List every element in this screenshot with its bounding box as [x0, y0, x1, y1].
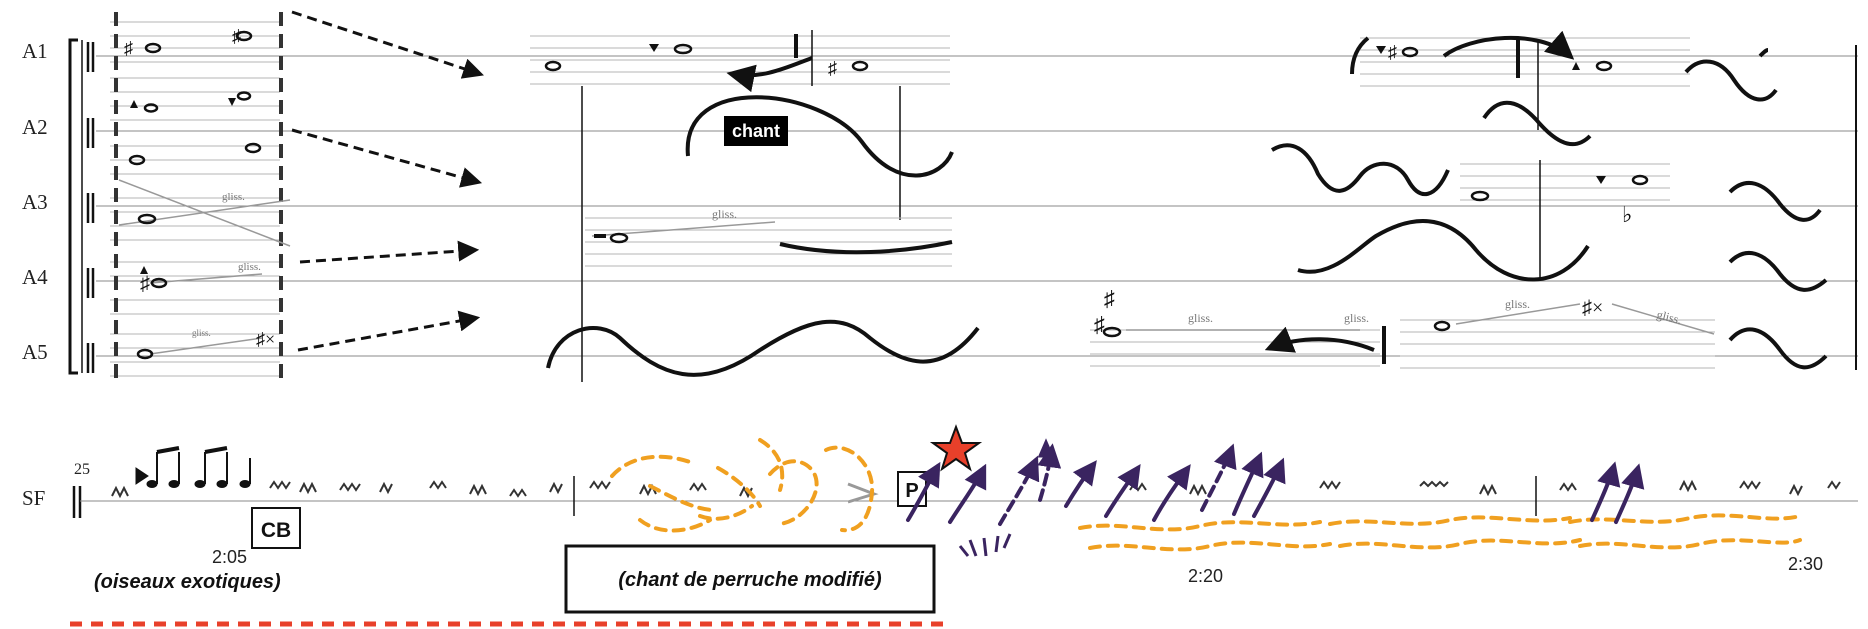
- orange-dashes: [610, 438, 1802, 552]
- svg-text:♯: ♯: [124, 38, 133, 58]
- gliss-label: gliss.: [712, 207, 737, 221]
- measure-number: 25: [74, 461, 90, 478]
- repeat-block: gliss. gliss. gliss. ♯ ♯ ♯ ♯×: [110, 12, 291, 382]
- svg-text:♯: ♯: [828, 58, 837, 78]
- hairpin: [847, 482, 879, 504]
- star-icon: [929, 424, 983, 472]
- right-waves: [1270, 48, 1828, 370]
- svg-text:♯: ♯: [1104, 286, 1115, 311]
- gliss-label: gliss.: [238, 261, 261, 273]
- a3-right-fragment: ♭: [1460, 160, 1670, 280]
- gliss-label: gliss.: [1344, 311, 1369, 325]
- dashed-arrows: [291, 10, 484, 352]
- rehearsal-mark-p: P: [897, 471, 927, 507]
- timestamp-205: 2:05: [212, 547, 247, 567]
- chant-label-box: chant: [724, 116, 788, 146]
- staff-label-a3: A3: [22, 190, 48, 214]
- chant-wave: [685, 95, 954, 178]
- svg-text:♯×: ♯×: [256, 329, 275, 349]
- staff-lines: [80, 55, 1858, 502]
- bird-notes: [135, 446, 251, 488]
- system-bracket: [68, 38, 83, 375]
- a1-fragment: ♯: [530, 30, 950, 93]
- a1-right-fragment: ♯: [1350, 30, 1690, 130]
- a5-right-fragment: ♯ ♯ gliss. gliss. gliss. ♯× gliss.: [1090, 286, 1715, 369]
- svg-text:♯: ♯: [1388, 42, 1397, 62]
- gliss-label: gliss.: [192, 328, 211, 338]
- chant-label: chant: [732, 121, 780, 141]
- gliss-label: gliss.: [1188, 311, 1213, 325]
- svg-text:♭: ♭: [1622, 202, 1632, 227]
- percussion-clef-group: [72, 42, 95, 518]
- svg-text:P: P: [905, 480, 918, 502]
- gliss-label: gliss.: [1655, 307, 1683, 327]
- a4-fragment: gliss.: [585, 207, 953, 267]
- svg-text:CB: CB: [261, 519, 291, 542]
- svg-text:♯×: ♯×: [1582, 297, 1603, 319]
- purple-marks: [958, 438, 1055, 557]
- gliss-label: gliss.: [222, 191, 245, 203]
- gliss-label: gliss.: [1505, 297, 1530, 311]
- staff-label-a5: A5: [22, 340, 48, 364]
- staff-label-sf: SF: [22, 486, 45, 510]
- svg-text:♯: ♯: [1094, 312, 1105, 337]
- rehearsal-mark-cb: CB: [251, 507, 301, 549]
- svg-text:♯: ♯: [232, 26, 241, 46]
- caption-parrot-box: (chant de perruche modifié): [564, 544, 936, 614]
- svg-text:♯: ♯: [140, 273, 150, 295]
- purple-arrows: [906, 443, 1645, 526]
- caption-birds: (oiseaux exotiques): [94, 571, 281, 593]
- staff-label-a2: A2: [22, 115, 48, 139]
- caption-parrot: (chant de perruche modifié): [618, 569, 882, 591]
- staff-label-a4: A4: [22, 265, 48, 289]
- staff-label-a1: A1: [22, 39, 48, 63]
- timestamp-220: 2:20: [1188, 566, 1223, 586]
- timestamp-230: 2:30: [1788, 554, 1823, 574]
- sf-chatter: [111, 479, 1841, 499]
- a5-wave: [546, 319, 980, 377]
